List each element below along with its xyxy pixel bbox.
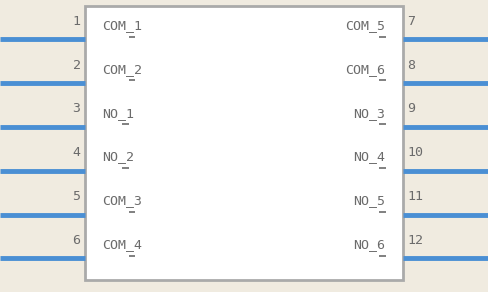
Text: COM_2: COM_2 (102, 63, 142, 76)
Text: NO_1: NO_1 (102, 107, 135, 120)
Text: COM_6: COM_6 (346, 63, 386, 76)
Text: COM_4: COM_4 (102, 238, 142, 251)
Text: 7: 7 (407, 15, 415, 28)
Text: COM_1: COM_1 (102, 19, 142, 32)
Text: 9: 9 (407, 102, 415, 115)
Bar (85, 6, 403, 280)
Text: NO_5: NO_5 (353, 194, 386, 207)
Text: 12: 12 (407, 234, 424, 247)
Text: 5: 5 (73, 190, 81, 203)
Text: 2: 2 (73, 58, 81, 72)
Text: COM_3: COM_3 (102, 194, 142, 207)
Text: NO_4: NO_4 (353, 150, 386, 164)
Text: 10: 10 (407, 146, 424, 159)
Text: 11: 11 (407, 190, 424, 203)
Text: 1: 1 (73, 15, 81, 28)
Text: COM_5: COM_5 (346, 19, 386, 32)
Text: 4: 4 (73, 146, 81, 159)
Text: NO_6: NO_6 (353, 238, 386, 251)
Text: 8: 8 (407, 58, 415, 72)
Text: 3: 3 (73, 102, 81, 115)
Text: NO_2: NO_2 (102, 150, 135, 164)
Text: NO_3: NO_3 (353, 107, 386, 120)
Text: 6: 6 (73, 234, 81, 247)
